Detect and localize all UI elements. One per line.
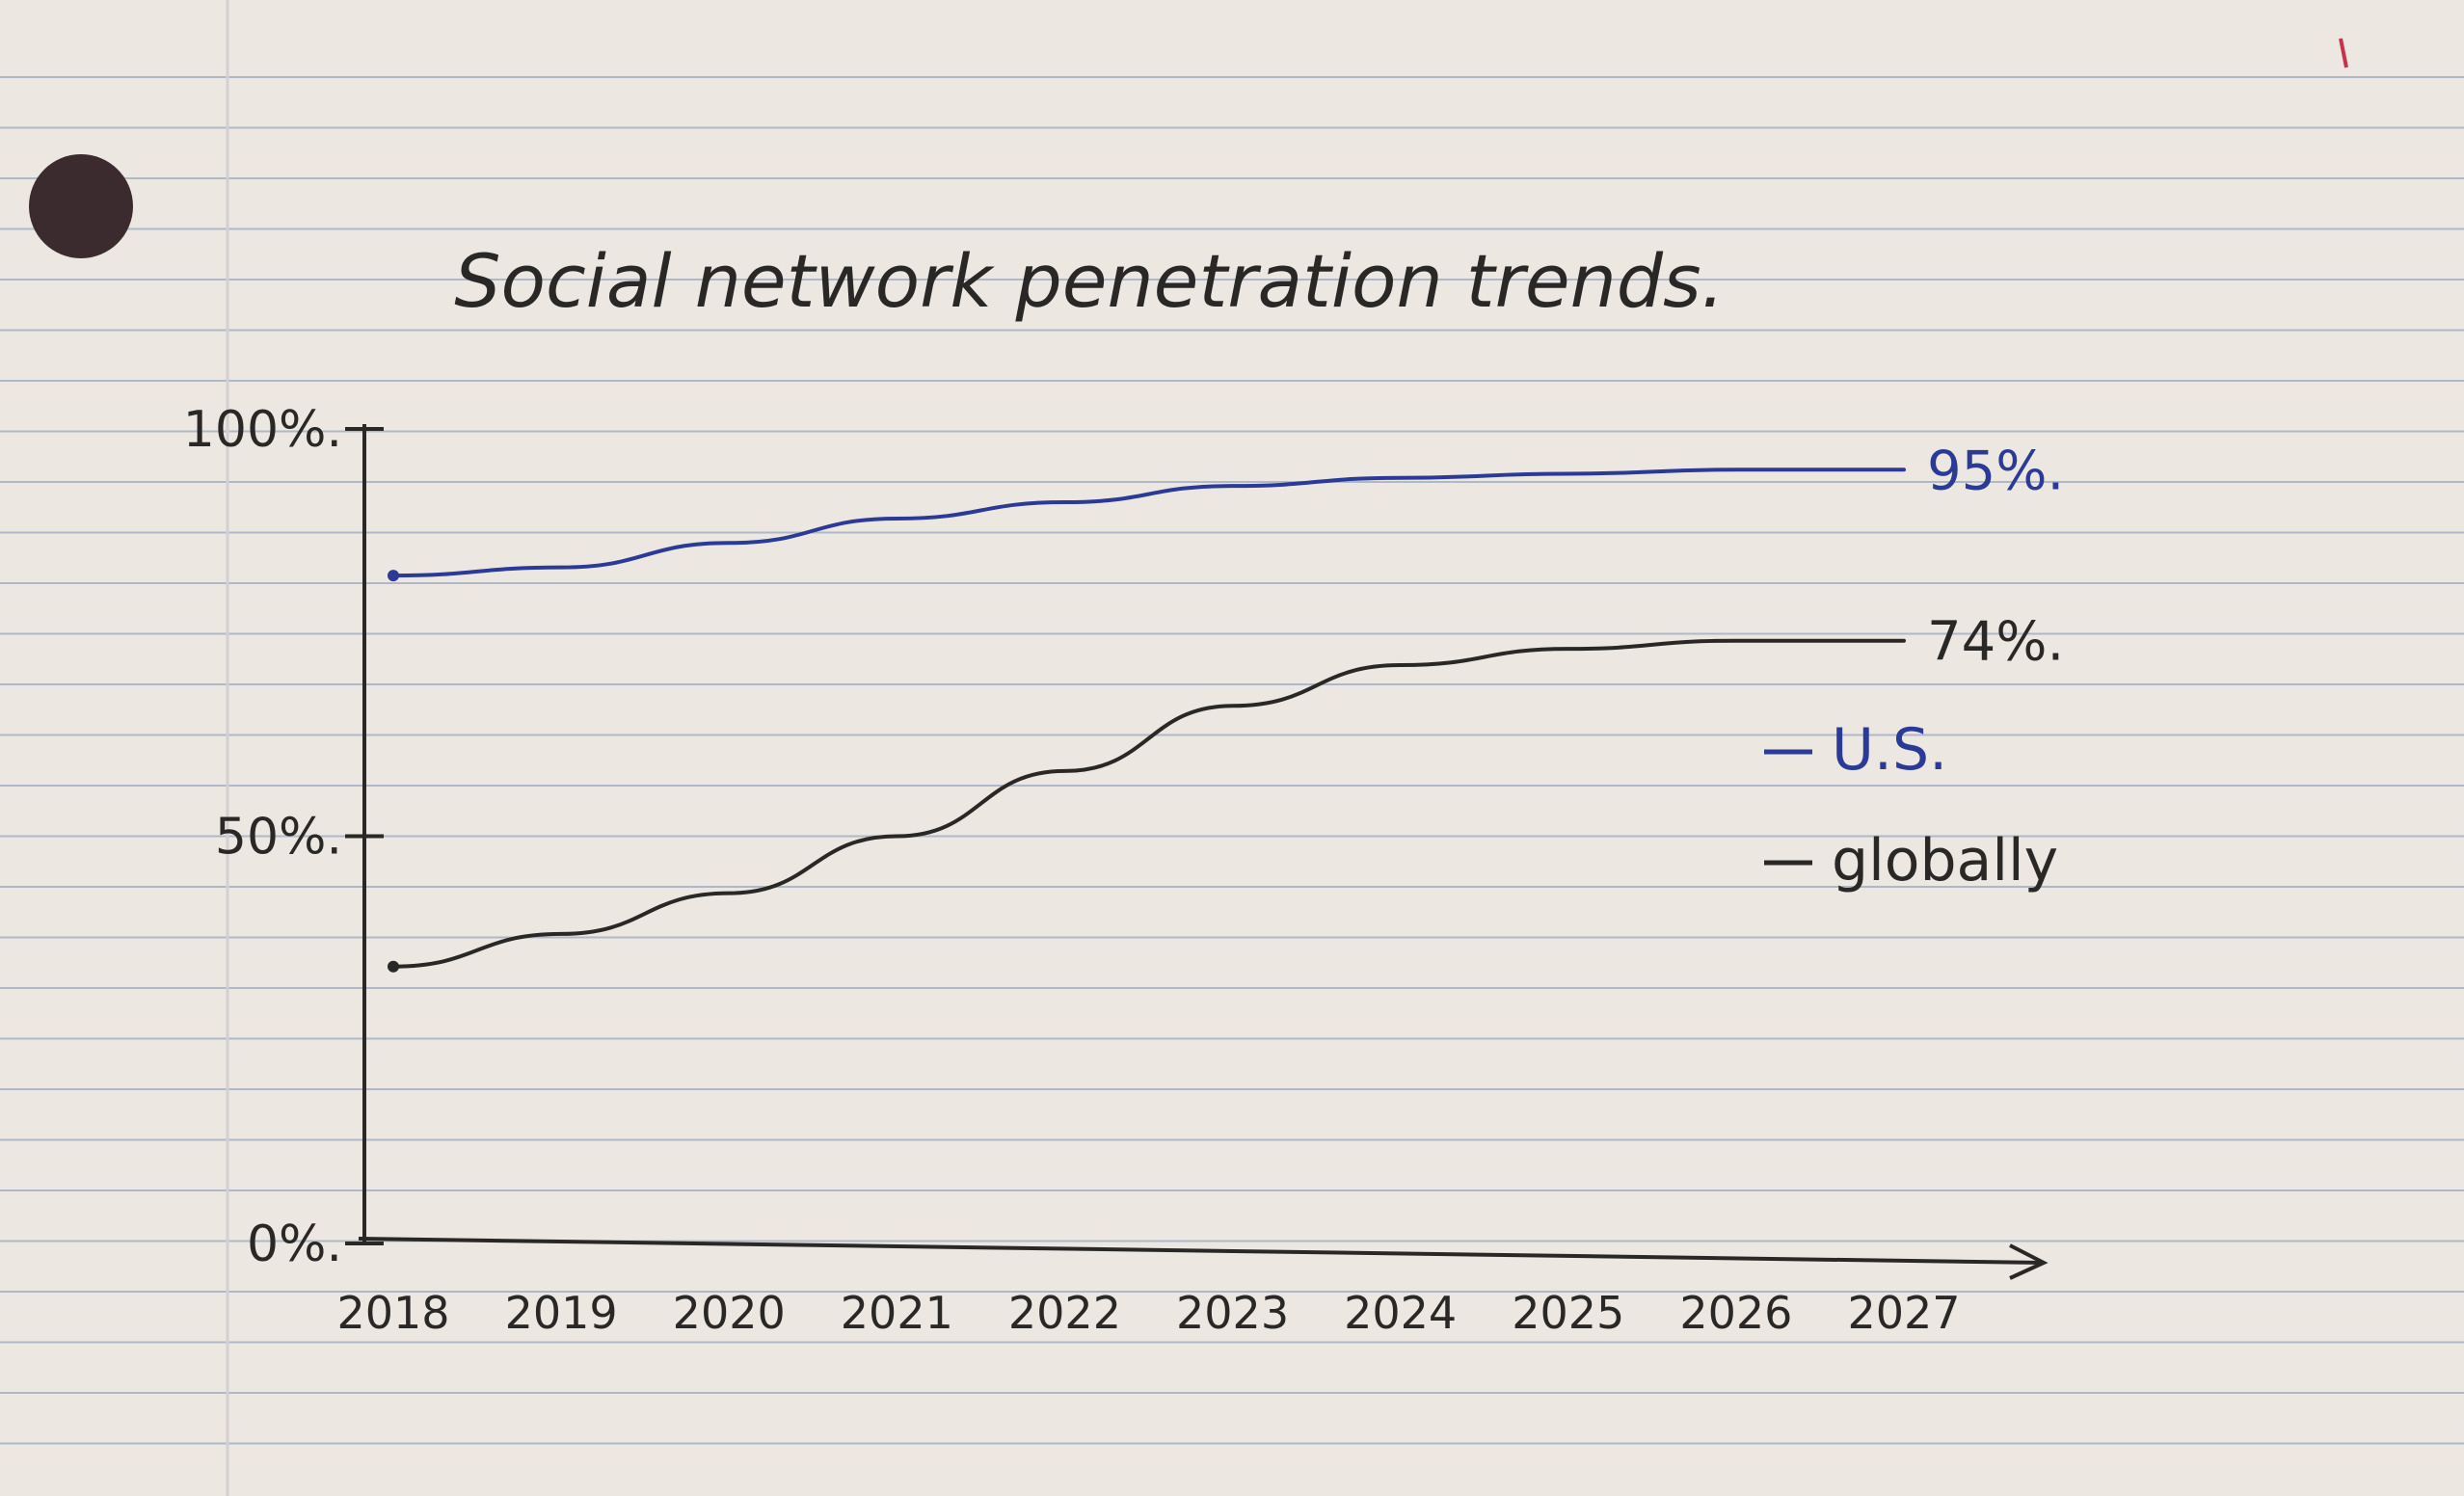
series-start-point (388, 570, 399, 582)
x-axis-line (358, 1237, 2045, 1265)
series-line (391, 468, 1906, 578)
x-axis-ticks: 2018 2019 2020 2021 2022 2023 2024 2025 2026 2027 (336, 1287, 1960, 1339)
y-tick-label: 0%. (247, 1216, 342, 1273)
series-line (391, 638, 1906, 969)
x-tick-label: 2019 (505, 1287, 618, 1339)
y-tick-label: 100%. (183, 401, 342, 459)
chart-series: 95%. 74%. (388, 440, 2064, 973)
chart-title: Social network penetration trends. (454, 238, 1725, 324)
x-tick-label: 2022 (1008, 1287, 1121, 1339)
y-tick-label: 50%. (215, 809, 342, 867)
chart-legend: U.S. globally (1764, 716, 2058, 895)
x-tick-label: 2018 (336, 1287, 449, 1339)
series-end-label: 74%. (1927, 611, 2064, 674)
ruled-lines (0, 76, 2464, 1445)
x-tick-label: 2026 (1679, 1287, 1792, 1339)
x-tick-label: 2023 (1176, 1287, 1289, 1339)
x-tick-label: 2020 (673, 1287, 786, 1339)
y-axis-ticks: 0%. 50%. 100%. (183, 401, 384, 1273)
legend-label: U.S. (1832, 716, 1947, 784)
chart-axes (358, 424, 2049, 1280)
x-tick-label: 2021 (841, 1287, 953, 1339)
binder-hole (29, 154, 133, 258)
x-axis-arrow (2009, 1243, 2049, 1280)
series-end-label: 95%. (1927, 440, 2064, 502)
legend-label: globally (1832, 827, 2058, 895)
x-tick-label: 2025 (1512, 1287, 1624, 1339)
series-start-point (388, 960, 399, 973)
x-tick-label: 2024 (1344, 1287, 1457, 1339)
red-pen-mark (2339, 38, 2348, 68)
x-tick-label: 2027 (1847, 1287, 1960, 1339)
